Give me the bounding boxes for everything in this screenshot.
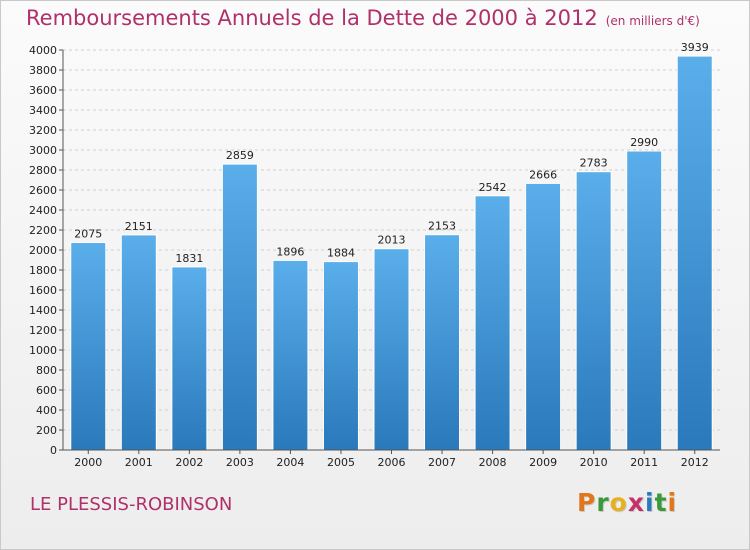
data-label-2007: 2153 [428,220,456,233]
y-tick-label: 1200 [29,324,57,337]
bar-2000 [70,242,107,451]
logo-letter: i [645,488,655,517]
bar-2010 [575,171,612,451]
bar-2006 [373,248,410,451]
x-tick-label-2000: 2000 [74,456,102,469]
data-label-2006: 2013 [378,234,406,247]
x-tick-label-2009: 2009 [529,456,557,469]
y-tick-label: 3000 [29,144,57,157]
logo-letter: o [609,488,628,517]
y-tick-label: 2800 [29,164,57,177]
data-label-2011: 2990 [630,136,658,149]
data-label-2010: 2783 [580,157,608,170]
x-tick-label-2003: 2003 [226,456,254,469]
logo-letter: P [577,488,597,517]
y-tick-label: 4000 [29,44,57,57]
x-tick-label-2007: 2007 [428,456,456,469]
y-tick-label: 2600 [29,184,57,197]
x-tick-label-2005: 2005 [327,456,355,469]
y-tick-label: 400 [36,404,57,417]
bar-2001 [120,234,157,451]
commune-name: LE PLESSIS-ROBINSON [30,494,233,515]
bar-2002 [171,266,208,451]
chart-subtitle: (en milliers d'€) [605,14,700,28]
y-tick-label: 3600 [29,84,57,97]
x-tick-label-2011: 2011 [630,456,658,469]
y-tick-label: 600 [36,384,57,397]
title-text: Remboursements Annuels de la Dette de 20… [26,6,598,30]
y-tick-label: 3400 [29,104,57,117]
bar-2012 [676,55,713,451]
y-tick-label: 1000 [29,344,57,357]
x-tick-label-2010: 2010 [580,456,608,469]
chart-title: Remboursements Annuels de la Dette de 20… [26,6,700,30]
y-axis: 0 200 400 600 800 1000 1200 1400 1600 1800 2000 220… [29,44,64,457]
y-tick-label: 2400 [29,204,57,217]
y-tick-label: 1800 [29,264,57,277]
data-label-2012: 3939 [681,41,709,54]
x-tick-label-2008: 2008 [479,456,507,469]
bar-2008 [474,195,511,451]
x-tick-label-2001: 2001 [125,456,153,469]
y-tick-label: 200 [36,424,57,437]
y-tick-label: 3800 [29,64,57,77]
y-tick-label: 3200 [29,124,57,137]
proxiti-logo: Proxiti [577,488,677,517]
data-label-2005: 1884 [327,247,355,260]
logo-letter: i [667,488,678,517]
logo-letter: x [627,488,645,517]
x-tick-label-2004: 2004 [276,456,304,469]
x-axis: 2000 2001 2002 2003 2004 2005 2006 2007 2008 2009… [63,449,720,469]
y-tick-label: 1600 [29,284,57,297]
data-label-2004: 1896 [276,245,304,258]
data-label-2000: 2075 [74,228,102,241]
y-tick-label: 0 [50,444,57,457]
y-tick-label: 2000 [29,244,57,257]
bars: 2075 2151 1831 2859 1896 1884 2013 2153 2542 2666… [70,41,713,451]
data-label-2001: 2151 [125,220,153,233]
bar-2004 [272,259,309,451]
bar-2011 [626,150,663,451]
x-tick-label-2002: 2002 [175,456,203,469]
bar-2009 [525,182,562,451]
x-tick-label-2006: 2006 [378,456,406,469]
y-tick-label: 2200 [29,224,57,237]
bar-2005 [322,261,359,451]
y-tick-label: 800 [36,364,57,377]
data-label-2003: 2859 [226,149,254,162]
data-label-2008: 2542 [479,181,507,194]
data-label-2002: 1831 [175,252,203,265]
logo-letter: r [596,488,610,517]
x-tick-label-2012: 2012 [681,456,709,469]
bar-2007 [424,234,461,451]
logo-letter: t [654,488,668,517]
data-label-2009: 2666 [529,168,557,181]
bar-2003 [221,163,258,451]
y-tick-label: 1400 [29,304,57,317]
